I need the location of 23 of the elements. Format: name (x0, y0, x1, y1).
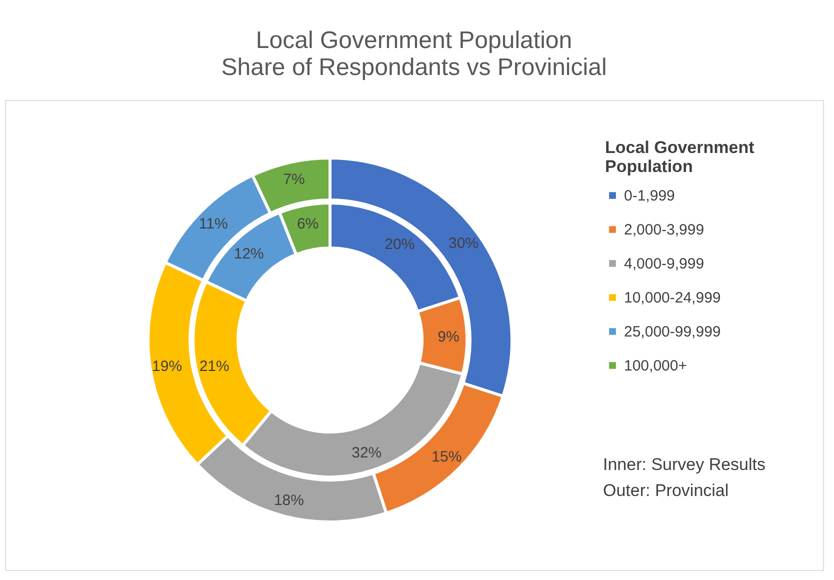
data-label: 9% (438, 328, 460, 346)
data-label: 32% (352, 444, 382, 462)
data-label: 19% (152, 358, 182, 375)
legend-label: 4,000-9,999 (624, 256, 704, 272)
data-label: 15% (432, 448, 462, 466)
data-label: 6% (296, 216, 319, 233)
text: Outer: Provincial (603, 481, 729, 500)
data-label: 20% (384, 236, 415, 254)
legend-label: 10,000-24,999 (624, 290, 721, 306)
data-label: 7% (283, 170, 305, 188)
data-label: 21% (199, 358, 230, 375)
data-label: 18% (274, 492, 304, 509)
chart-title: Local Government Population (256, 27, 572, 54)
legend-label: 2,000-3,999 (624, 222, 704, 238)
chart-subtitle: Share of Respondants vs Provinicial (221, 54, 607, 81)
legend-title: Local Government Population (605, 138, 755, 176)
legend-label: 25,000-99,999 (624, 324, 721, 340)
data-label: 11% (198, 215, 228, 232)
data-label: 12% (234, 246, 264, 263)
text: Inner: Survey Results (603, 455, 766, 474)
data-label: 30% (448, 235, 479, 252)
legend-label: 100,000+ (624, 358, 688, 374)
legend-label: 0-1,999 (624, 188, 675, 204)
